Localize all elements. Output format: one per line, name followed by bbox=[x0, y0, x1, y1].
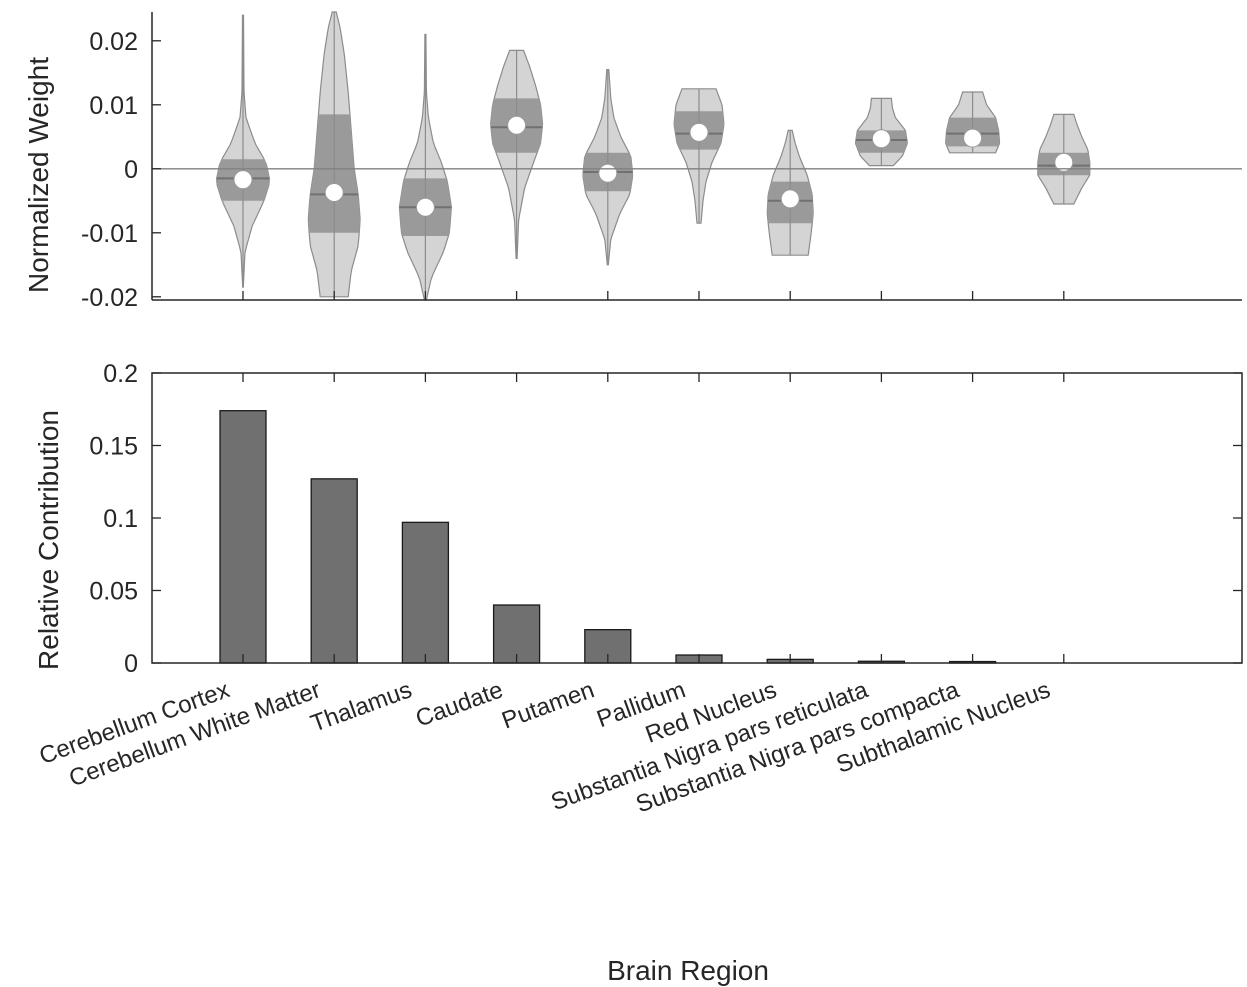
violin-mean-marker bbox=[598, 163, 618, 183]
violin-cerebellum-white-matter bbox=[307, 11, 361, 298]
bar-cerebellum-white-matter bbox=[310, 478, 358, 664]
violin-substantia-nigra-pars-reticulata bbox=[854, 97, 908, 167]
violin-series bbox=[216, 11, 1091, 301]
violin-red-nucleus bbox=[766, 129, 814, 256]
violin-caudate bbox=[490, 49, 544, 259]
bar-y-tick-label: 0.05 bbox=[89, 578, 138, 606]
bar-cerebellum-cortex bbox=[219, 410, 267, 664]
bar-axes: 0 0.05 0.1 0.15 0.2 bbox=[89, 360, 1243, 678]
violin-substantia-nigra-pars-compacta bbox=[945, 91, 1001, 154]
bar-caudate bbox=[492, 604, 541, 664]
x-axis-label: Brain Region bbox=[607, 955, 769, 986]
violin-mean-marker bbox=[689, 122, 709, 142]
violin-mean-marker bbox=[415, 197, 435, 217]
bar-y-tick-label: 0 bbox=[124, 650, 138, 678]
category-label-thalamus: Thalamus bbox=[307, 676, 415, 737]
bar-y-tick-label: 0.1 bbox=[103, 505, 138, 533]
violin-thalamus bbox=[398, 33, 452, 301]
violin-plot: -0.02 -0.01 0 0.01 0.02 Normalized Weight bbox=[23, 11, 1242, 312]
violin-subthalamic-nucleus bbox=[1037, 113, 1091, 205]
violin-putamen bbox=[582, 69, 634, 266]
bar-thalamus bbox=[401, 521, 450, 664]
bar-y-tick-label: 0.2 bbox=[103, 360, 138, 388]
bar-series bbox=[219, 410, 997, 664]
bar-plot: 0 0.05 0.1 0.15 0.2 Relative Contribution bbox=[33, 360, 1243, 678]
violin-y-tick-label: -0.02 bbox=[81, 284, 138, 312]
bar-y-tick-label: 0.15 bbox=[89, 433, 138, 461]
bar-y-axis-label: Relative Contribution bbox=[33, 410, 64, 670]
category-label-putamen: Putamen bbox=[498, 676, 598, 734]
violin-y-tick-label: -0.01 bbox=[81, 220, 138, 248]
violin-mean-marker bbox=[963, 128, 983, 148]
violin-mean-marker bbox=[780, 189, 800, 209]
violin-y-tick-label: 0.02 bbox=[89, 28, 138, 56]
violin-mean-marker bbox=[233, 170, 253, 190]
violin-pallidum bbox=[673, 88, 725, 224]
violin-y-axis-label: Normalized Weight bbox=[23, 57, 54, 293]
violin-y-tick-label: 0 bbox=[124, 156, 138, 184]
violin-cerebellum-cortex bbox=[216, 14, 270, 288]
violin-axes: -0.02 -0.01 0 0.01 0.02 bbox=[81, 12, 1242, 312]
violin-mean-marker bbox=[1054, 152, 1074, 172]
violin-mean-marker bbox=[871, 129, 891, 149]
violin-y-tick-label: 0.01 bbox=[89, 92, 138, 120]
violin-mean-marker bbox=[507, 115, 527, 135]
violin-mean-marker bbox=[324, 182, 344, 202]
category-label-caudate: Caudate bbox=[412, 676, 507, 732]
